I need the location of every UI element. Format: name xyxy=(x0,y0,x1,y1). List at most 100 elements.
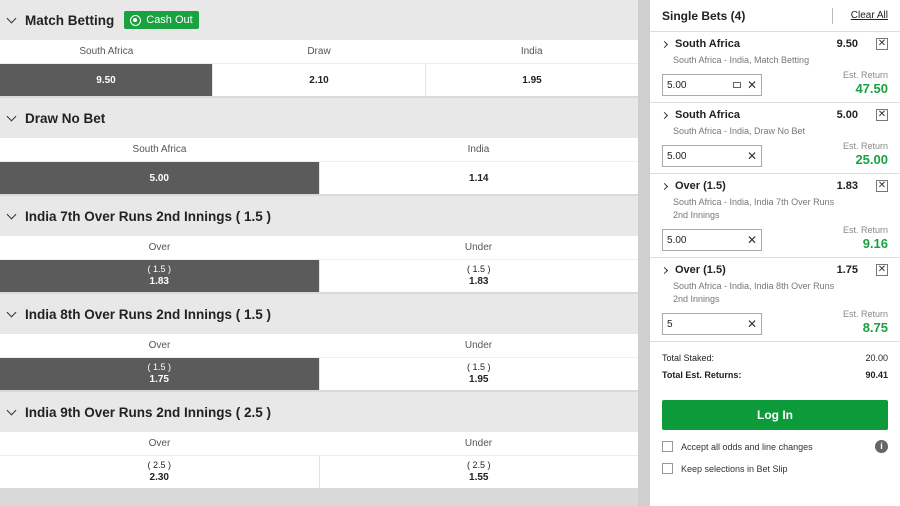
bet-item: Over (1.5) 1.83 ✕ South Africa - India, Ind… xyxy=(650,174,900,258)
clear-stake-icon[interactable]: ✕ xyxy=(746,78,757,92)
remove-bet-icon[interactable]: ✕ xyxy=(876,264,888,276)
stake-input[interactable]: 5.00 ✕ xyxy=(662,229,762,251)
market-title: India 8th Over Runs 2nd Innings ( 1.5 ) xyxy=(25,306,272,322)
odds-price: 1.83 xyxy=(469,276,489,287)
bets-list: South Africa 9.50 ✕ South Africa - India, M… xyxy=(650,32,900,342)
bet-item: Over (1.5) 1.75 ✕ South Africa - India, Ind… xyxy=(650,258,900,342)
market: India 8th Over Runs 2nd Innings ( 1.5 ) O… xyxy=(0,294,638,390)
total-returns-row: Total Est. Returns: 90.41 xyxy=(662,367,888,384)
chevron-right-icon[interactable] xyxy=(660,111,669,119)
column-header: Under xyxy=(464,340,493,351)
est-return: Est. Return 25.00 xyxy=(843,141,888,167)
est-return-value: 47.50 xyxy=(855,81,888,96)
bet-footer: 5.00 ✕ Est. Return 9.16 xyxy=(662,225,888,251)
chevron-right-icon[interactable] xyxy=(660,182,669,190)
total-returns-label: Total Est. Returns: xyxy=(662,370,742,380)
panel-divider xyxy=(638,0,650,506)
est-return: Est. Return 8.75 xyxy=(843,309,888,335)
keep-selections-checkbox[interactable] xyxy=(662,463,673,474)
market-title: Match Betting xyxy=(25,12,115,28)
chevron-down-icon xyxy=(6,405,17,415)
stake-input[interactable]: 5.00 ✕ xyxy=(662,145,762,167)
market-title: India 7th Over Runs 2nd Innings ( 1.5 ) xyxy=(25,208,272,224)
accept-odds-label[interactable]: Accept all odds and line changes xyxy=(681,441,813,452)
stake-value[interactable]: 5 xyxy=(667,318,673,330)
odds-price: 1.95 xyxy=(469,374,489,385)
chevron-down-icon xyxy=(6,13,17,23)
odds-button[interactable]: ( 1.5 ) 1.83 xyxy=(0,260,320,292)
chevron-down-icon xyxy=(6,307,17,317)
bet-item: South Africa 9.50 ✕ South Africa - India, M… xyxy=(650,32,900,103)
stake-input[interactable]: 5.00 ✕ xyxy=(662,74,762,96)
est-return-value: 8.75 xyxy=(862,320,888,335)
bet-odds: 1.83 xyxy=(836,180,858,192)
est-return-label: Est. Return xyxy=(842,225,888,235)
stake-value[interactable]: 5.00 xyxy=(667,150,687,162)
remove-bet-icon[interactable]: ✕ xyxy=(876,180,888,192)
market-header[interactable]: India 9th Over Runs 2nd Innings ( 2.5 ) xyxy=(0,392,638,432)
column-header: Over xyxy=(148,438,171,449)
total-returns-value: 90.41 xyxy=(865,370,888,380)
odds-handicap: ( 2.5 ) xyxy=(466,460,491,470)
info-icon[interactable]: i xyxy=(875,440,888,453)
login-button[interactable]: Log In xyxy=(662,400,888,430)
odds-price: 1.83 xyxy=(149,276,169,287)
odds-button[interactable]: ( 2.5 ) 1.55 xyxy=(319,456,638,488)
odds-price: 1.95 xyxy=(522,74,542,86)
chevron-down-icon xyxy=(6,209,17,219)
keep-selections-option: Keep selections in Bet Slip xyxy=(662,463,888,474)
bet-selection: South Africa xyxy=(675,109,740,121)
cash-out-icon xyxy=(130,14,142,26)
clear-all-link[interactable]: Clear All xyxy=(850,10,888,21)
odds-button[interactable]: 2.10 xyxy=(213,64,426,96)
odds-price: 1.75 xyxy=(149,374,169,385)
accept-odds-checkbox[interactable] xyxy=(662,441,673,452)
column-header: Over xyxy=(148,340,171,351)
total-staked-label: Total Staked: xyxy=(662,353,715,363)
odds-button[interactable]: ( 1.5 ) 1.83 xyxy=(319,260,638,292)
bet-selection: Over (1.5) xyxy=(675,180,726,192)
odds-button[interactable]: ( 1.5 ) 1.95 xyxy=(319,358,638,390)
market: India 9th Over Runs 2nd Innings ( 2.5 ) O… xyxy=(0,392,638,488)
bet-odds: 1.75 xyxy=(836,264,858,276)
market-header[interactable]: India 8th Over Runs 2nd Innings ( 1.5 ) xyxy=(0,294,638,334)
market-header[interactable]: Draw No Bet xyxy=(0,98,638,138)
bet-description: South Africa - India, India 7th Over Run… xyxy=(673,197,835,220)
keep-selections-label[interactable]: Keep selections in Bet Slip xyxy=(681,463,788,474)
odds-handicap: ( 1.5 ) xyxy=(147,264,171,274)
column-header: South Africa xyxy=(79,46,134,57)
market-header[interactable]: India 7th Over Runs 2nd Innings ( 1.5 ) xyxy=(0,196,638,236)
bet-odds: 9.50 xyxy=(836,38,858,50)
odds-row: 5.00 1.14 xyxy=(0,162,638,194)
stake-input[interactable]: 5 ✕ xyxy=(662,313,762,335)
odds-button[interactable]: ( 2.5 ) 2.30 xyxy=(0,456,320,488)
stake-value[interactable]: 5.00 xyxy=(667,79,687,91)
odds-button[interactable]: 5.00 xyxy=(0,162,320,194)
odds-button[interactable]: ( 1.5 ) 1.75 xyxy=(0,358,320,390)
odds-handicap: ( 2.5 ) xyxy=(147,460,171,470)
bet-header: Over (1.5) 1.83 ✕ xyxy=(660,180,888,192)
est-return: Est. Return 47.50 xyxy=(843,70,888,96)
odds-button[interactable]: 9.50 xyxy=(0,64,213,96)
odds-button[interactable]: 1.14 xyxy=(319,162,638,194)
remove-bet-icon[interactable]: ✕ xyxy=(876,109,888,121)
clear-stake-icon[interactable]: ✕ xyxy=(746,317,757,331)
remove-bet-icon[interactable]: ✕ xyxy=(876,38,888,50)
clear-stake-icon[interactable]: ✕ xyxy=(746,233,757,247)
column-header: Under xyxy=(464,242,493,253)
odds-button[interactable]: 1.95 xyxy=(426,64,638,96)
clear-stake-icon[interactable]: ✕ xyxy=(746,149,757,163)
bet-header: Over (1.5) 1.75 ✕ xyxy=(660,264,888,276)
bet-selection: Over (1.5) xyxy=(675,264,726,276)
odds-handicap: ( 1.5 ) xyxy=(466,264,491,274)
chevron-right-icon[interactable] xyxy=(660,40,669,48)
odds-handicap: ( 1.5 ) xyxy=(147,362,171,372)
column-header: India xyxy=(467,144,490,155)
est-return-value: 25.00 xyxy=(855,152,888,167)
market-header[interactable]: Match Betting Cash Out xyxy=(0,0,638,40)
chevron-right-icon[interactable] xyxy=(660,266,669,274)
column-header: South Africa xyxy=(132,144,187,155)
odds-row: ( 1.5 ) 1.75 ( 1.5 ) 1.95 xyxy=(0,358,638,390)
keypad-icon[interactable] xyxy=(732,82,741,88)
stake-value[interactable]: 5.00 xyxy=(667,234,687,246)
